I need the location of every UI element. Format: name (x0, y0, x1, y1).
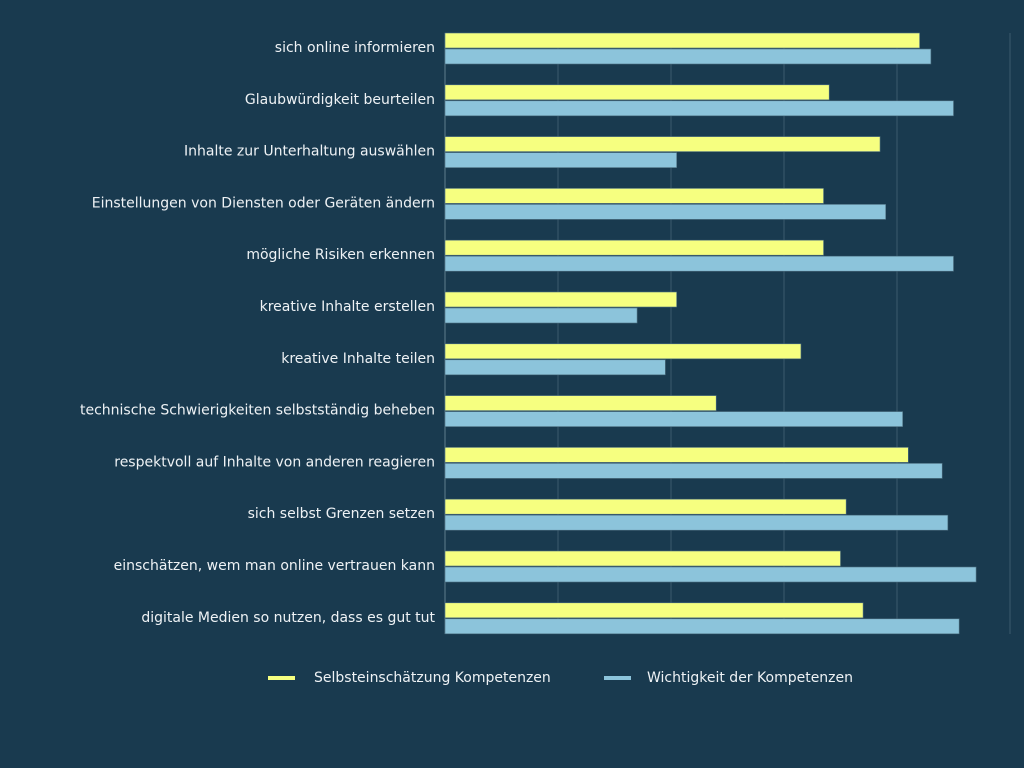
bar-selbsteinschaetzung (444, 84, 830, 101)
bar-selbsteinschaetzung (444, 291, 677, 308)
bars (444, 32, 977, 635)
bar-selbsteinschaetzung (444, 395, 717, 411)
bar-selbsteinschaetzung (444, 447, 909, 463)
category-label: Einstellungen von Diensten oder Geräten … (92, 195, 435, 211)
bar-wichtigkeit (444, 618, 960, 635)
bar-wichtigkeit (444, 566, 977, 583)
bar-wichtigkeit (444, 100, 954, 117)
bar-wichtigkeit (444, 359, 666, 376)
category-label: einschätzen, wem man online vertrauen ka… (114, 558, 435, 574)
bar-selbsteinschaetzung (444, 550, 841, 567)
category-label: respektvoll auf Inhalte von anderen reag… (114, 454, 435, 470)
bar-selbsteinschaetzung (444, 239, 824, 256)
bar-selbsteinschaetzung (444, 498, 847, 515)
bar-wichtigkeit (444, 255, 954, 272)
bar-selbsteinschaetzung (444, 602, 864, 619)
bar-selbsteinschaetzung (444, 32, 920, 49)
category-label: Glaubwürdigkeit beurteilen (245, 92, 435, 108)
category-label: kreative Inhalte erstellen (260, 299, 435, 315)
category-label: Inhalte zur Unterhaltung auswählen (184, 144, 435, 160)
category-label: sich online informieren (275, 40, 435, 56)
bar-wichtigkeit (444, 204, 887, 220)
legend-label: Wichtigkeit der Kompetenzen (647, 670, 853, 686)
legend-label: Selbsteinschätzung Kompetenzen (314, 670, 551, 686)
legend: Selbsteinschätzung Kompetenzen Wichtigkei… (268, 670, 853, 686)
bar-wichtigkeit (444, 307, 638, 324)
category-labels: sich online informieren Glaubwürdigkeit b… (80, 40, 436, 626)
bar-selbsteinschaetzung (444, 343, 802, 360)
bar-wichtigkeit (444, 411, 903, 427)
bar-wichtigkeit (444, 463, 943, 479)
bar-selbsteinschaetzung (444, 136, 881, 152)
category-label: digitale Medien so nutzen, dass es gut t… (141, 610, 435, 626)
bar-selbsteinschaetzung (444, 188, 824, 204)
category-label: technische Schwierigkeiten selbstständig… (80, 403, 435, 419)
category-label: kreative Inhalte teilen (281, 351, 435, 367)
category-label: mögliche Risiken erkennen (246, 247, 435, 263)
bar-wichtigkeit (444, 514, 949, 531)
bar-wichtigkeit (444, 48, 932, 65)
gridlines (444, 33, 1011, 634)
bar-wichtigkeit (444, 152, 677, 168)
category-label: sich selbst Grenzen setzen (248, 506, 435, 522)
